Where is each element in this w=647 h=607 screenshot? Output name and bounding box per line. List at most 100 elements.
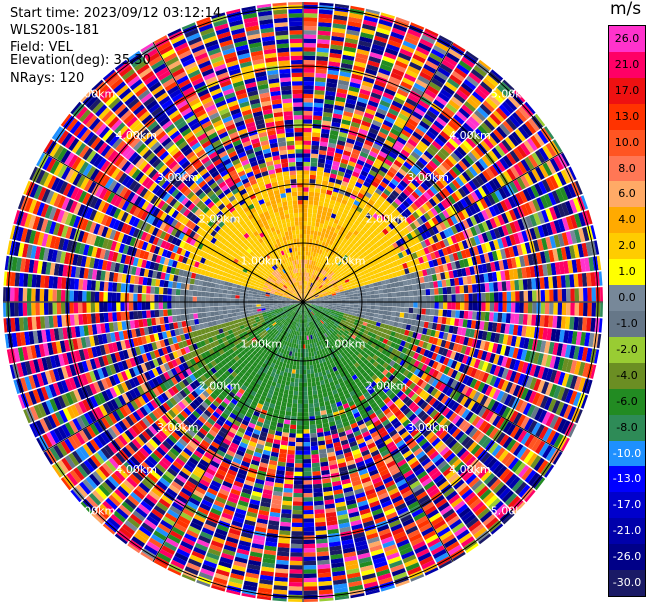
velocity-cell — [308, 348, 311, 353]
velocity-cell — [409, 222, 417, 230]
velocity-cell — [314, 306, 320, 308]
velocity-cell — [578, 302, 584, 316]
velocity-cell — [522, 402, 532, 416]
velocity-cell — [350, 175, 358, 182]
velocity-cell — [398, 374, 406, 382]
velocity-cell — [313, 111, 323, 117]
velocity-cell — [309, 234, 314, 239]
velocity-cell — [331, 326, 336, 331]
velocity-cell — [456, 268, 463, 277]
velocity-cell — [520, 175, 530, 188]
velocity-cell — [549, 302, 554, 315]
velocity-cell — [397, 252, 404, 259]
velocity-cell — [435, 167, 445, 177]
velocity-cell — [369, 233, 376, 240]
velocity-cell — [325, 215, 331, 222]
velocity-cell — [378, 19, 393, 27]
velocity-cell — [363, 353, 369, 359]
velocity-cell — [497, 226, 505, 238]
velocity-cell — [297, 352, 301, 358]
velocity-cell — [293, 386, 299, 392]
velocity-cell — [328, 221, 334, 227]
velocity-cell — [598, 271, 603, 286]
velocity-cell — [484, 385, 493, 396]
velocity-cell — [303, 55, 316, 61]
velocity-cell — [317, 43, 330, 49]
velocity-cell — [314, 280, 318, 285]
velocity-cell — [376, 281, 382, 286]
velocity-cell — [569, 214, 578, 229]
velocity-cell — [288, 390, 294, 395]
velocity-cell — [393, 159, 403, 168]
velocity-cell — [386, 400, 394, 408]
velocity-cell — [480, 243, 488, 254]
velocity-cell — [357, 353, 363, 359]
velocity-cell — [453, 114, 465, 125]
velocity-cell — [457, 406, 467, 417]
velocity-cell — [327, 207, 333, 213]
velocity-cell — [483, 253, 490, 263]
velocity-cell — [322, 318, 327, 322]
velocity-cell — [353, 185, 361, 193]
velocity-cell — [393, 321, 399, 327]
velocity-cell — [312, 385, 317, 391]
velocity-cell — [531, 422, 542, 436]
velocity-cell — [455, 417, 465, 428]
velocity-cell — [310, 373, 315, 378]
velocity-cell — [324, 198, 331, 204]
velocity-cell — [380, 393, 388, 401]
velocity-cell — [470, 275, 477, 284]
velocity-cell — [329, 173, 337, 179]
velocity-cell — [372, 269, 379, 275]
velocity-cell — [310, 304, 316, 307]
velocity-cell — [410, 428, 420, 438]
velocity-cell — [524, 101, 536, 115]
velocity-cell — [575, 180, 583, 195]
velocity-cell — [333, 284, 338, 289]
velocity-cell — [400, 269, 406, 276]
velocity-cell — [314, 509, 325, 515]
velocity-cell — [384, 158, 393, 167]
velocity-cell — [352, 287, 357, 292]
velocity-cell — [316, 60, 328, 66]
velocity-cell — [365, 335, 371, 341]
velocity-cell — [334, 312, 340, 316]
velocity-cell — [378, 327, 384, 333]
velocity-cell — [310, 433, 317, 438]
velocity-cell — [598, 318, 603, 333]
velocity-cell — [344, 290, 349, 294]
velocity-cell — [352, 213, 359, 220]
velocity-cell — [344, 146, 353, 153]
velocity-cell — [336, 305, 341, 308]
velocity-cell — [312, 309, 317, 313]
velocity-cell — [358, 155, 367, 163]
velocity-cell — [324, 256, 329, 262]
velocity-cell — [312, 390, 318, 395]
velocity-cell — [449, 351, 457, 360]
velocity-cell — [456, 447, 467, 458]
velocity-cell — [549, 415, 559, 429]
velocity-cell — [584, 332, 591, 347]
velocity-cell — [336, 319, 341, 324]
velocity-cell — [292, 403, 298, 408]
velocity-cell — [375, 247, 382, 254]
velocity-cell — [392, 297, 397, 302]
velocity-cell — [276, 555, 289, 561]
velocity-cell — [509, 181, 519, 194]
velocity-cell — [545, 236, 553, 250]
velocity-cell — [533, 378, 542, 392]
velocity-cell — [463, 491, 476, 503]
velocity-cell — [297, 408, 303, 413]
velocity-cell — [445, 422, 455, 433]
velocity-cell — [334, 286, 339, 290]
velocity-cell — [439, 463, 451, 474]
velocity-cell — [345, 327, 351, 332]
velocity-cell — [428, 236, 435, 245]
velocity-cell — [450, 215, 458, 225]
velocity-cell — [413, 431, 422, 441]
velocity-cell — [367, 267, 373, 273]
velocity-cell — [317, 34, 331, 40]
velocity-cell — [419, 348, 426, 356]
velocity-cell — [396, 259, 402, 266]
velocity-cell — [365, 68, 378, 76]
